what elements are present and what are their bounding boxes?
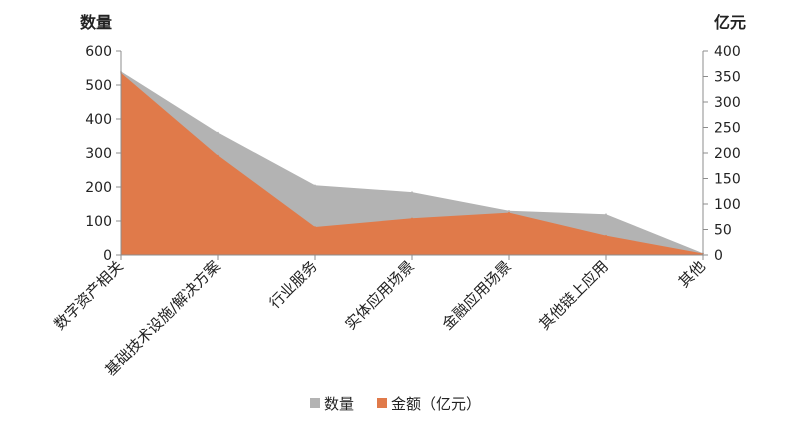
x-tick-label-2: 行业服务 (266, 257, 321, 312)
y-left-tick-label-3: 300 (85, 146, 112, 162)
y-right-unit-label: 亿元 (714, 13, 746, 32)
legend-swatch-amount (377, 398, 387, 408)
y-left-tick-label-4: 400 (85, 112, 112, 128)
legend: 数量 金额（亿元） (310, 395, 481, 413)
y-right-tick-label-8: 400 (714, 44, 741, 60)
y-left-tick-label-5: 500 (85, 78, 112, 94)
x-tick-label-3: 实体应用场景 (341, 257, 417, 333)
category-labels: 数字资产相关基础技术设施/解决方案 行业服务 实体应用场景 金融应用场景 其他链上应用其… (50, 255, 709, 379)
y-left-tick-label-0: 0 (103, 248, 112, 264)
series-layer (120, 70, 704, 256)
data-point-s1-1 (217, 154, 219, 157)
x-tick-label-5: 其他链上应用 (535, 257, 611, 333)
data-point-s0-3 (411, 191, 413, 193)
y-right-tick-label-6: 300 (714, 95, 741, 111)
y-left-tick-label-6: 600 (85, 44, 112, 60)
legend-swatch-count (310, 398, 320, 408)
y-right-tick-label-3: 150 (714, 172, 741, 188)
data-point-s1-3 (411, 217, 413, 220)
data-point-s0-4 (508, 210, 510, 212)
y-right-tick-label-4: 200 (714, 146, 741, 162)
x-tick-label-6: 其他 (675, 257, 709, 291)
data-point-s1-2 (314, 226, 316, 228)
x-tick-label-0: 数字资产相关 (50, 257, 126, 333)
data-point-s0-1 (217, 131, 219, 134)
y-right-tick-label-5: 250 (714, 121, 741, 137)
y-left-tick-label-1: 100 (85, 214, 112, 230)
y-left-ticks: 0 100 200 300 400 500 600 (85, 44, 121, 264)
y-right-tick-label-2: 100 (714, 197, 741, 213)
legend-label-count: 数量 (324, 395, 354, 413)
y-left-unit-label: 数量 (80, 13, 112, 32)
y-left-tick-label-2: 200 (85, 180, 112, 196)
data-point-s0-2 (314, 184, 316, 187)
data-point-s0-5 (605, 213, 607, 215)
y-right-tick-label-0: 0 (714, 248, 723, 264)
y-right-tick-label-7: 350 (714, 70, 741, 86)
data-point-s1-5 (605, 234, 607, 237)
x-tick-label-4: 金融应用场景 (438, 257, 514, 333)
legend-label-amount: 金额（亿元） (391, 395, 481, 413)
data-point-s1-4 (508, 211, 510, 214)
series-area-1 (121, 72, 703, 256)
y-right-ticks: 0 50 100 150 200 250 300 350 400 (703, 44, 741, 264)
y-right-tick-label-1: 50 (714, 223, 732, 239)
